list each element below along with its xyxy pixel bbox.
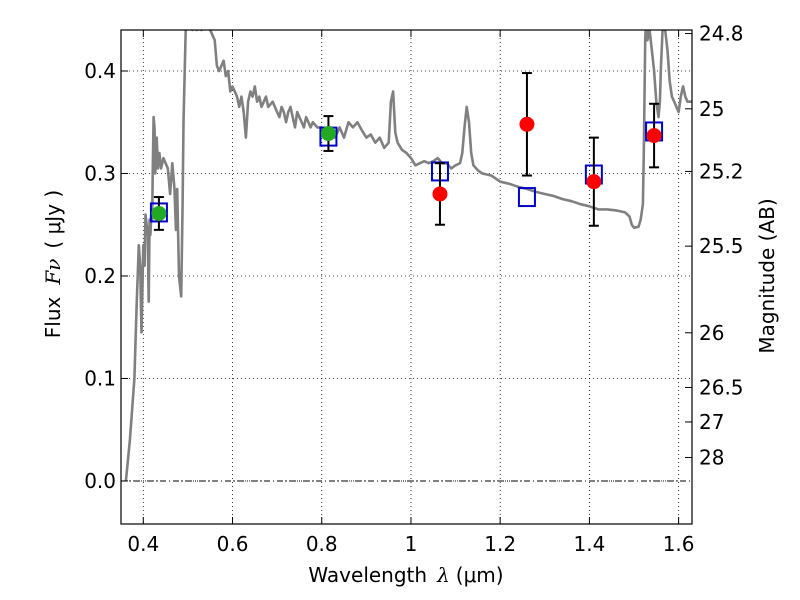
- y-tick-label: 0.0: [84, 469, 116, 493]
- y-tick-label: 0.1: [84, 366, 116, 390]
- x-tick-label: 0.6: [217, 532, 249, 556]
- observed-point: [586, 174, 602, 190]
- series-layer: [124, 30, 692, 482]
- x-tick-label: 1.6: [663, 532, 695, 556]
- y-tick-label: 0.4: [84, 59, 116, 83]
- mag-tick-label: 25.2: [699, 159, 744, 183]
- observed-point: [646, 128, 662, 144]
- x-tick-label: 1: [405, 532, 418, 556]
- y2-axis-title: Magnitude (AB): [755, 198, 779, 353]
- x-axis-title: Wavelength λ (μm): [308, 563, 503, 587]
- y-axis-symbol: Fν: [41, 259, 65, 286]
- plot-frame: [120, 29, 693, 525]
- observed-point: [320, 126, 336, 142]
- x-tick-label: 0.4: [127, 532, 159, 556]
- x-axis-symbol: λ: [436, 563, 450, 587]
- observed-point: [432, 186, 448, 202]
- x-tick-label: 1.4: [573, 532, 605, 556]
- y-tick-label: 0.2: [84, 264, 116, 288]
- model-photometry-square: [517, 187, 536, 208]
- mag-tick-label: 24.8: [699, 22, 744, 46]
- mag-tick-label: 28: [699, 445, 724, 469]
- mag-tick-label: 27: [699, 410, 724, 434]
- mag-tick-label: 26.5: [699, 375, 744, 399]
- observed-point: [151, 205, 167, 221]
- x-tick-label: 0.8: [306, 532, 338, 556]
- x-axis-unit: (μm): [456, 563, 504, 587]
- x-axis-label: Wavelength: [308, 563, 427, 587]
- observed-point: [519, 116, 535, 132]
- y-axis-unit: ( μJy ): [41, 190, 65, 249]
- x-tick-label: 1.2: [484, 532, 516, 556]
- mag-tick-label: 25: [699, 97, 724, 121]
- y-axis-label: Flux: [41, 296, 65, 338]
- y-axis-title: Flux Fν ( μJy ): [41, 190, 65, 338]
- mag-tick-label: 26: [699, 321, 724, 345]
- y-tick-label: 0.3: [84, 161, 116, 185]
- mag-tick-label: 25.5: [699, 234, 744, 258]
- ticks: 0.4 0.6 0.8 1 1.2 1.4 1.6 0.0 0.1 0.2 0.3 0.4 24.8 25…: [84, 22, 743, 556]
